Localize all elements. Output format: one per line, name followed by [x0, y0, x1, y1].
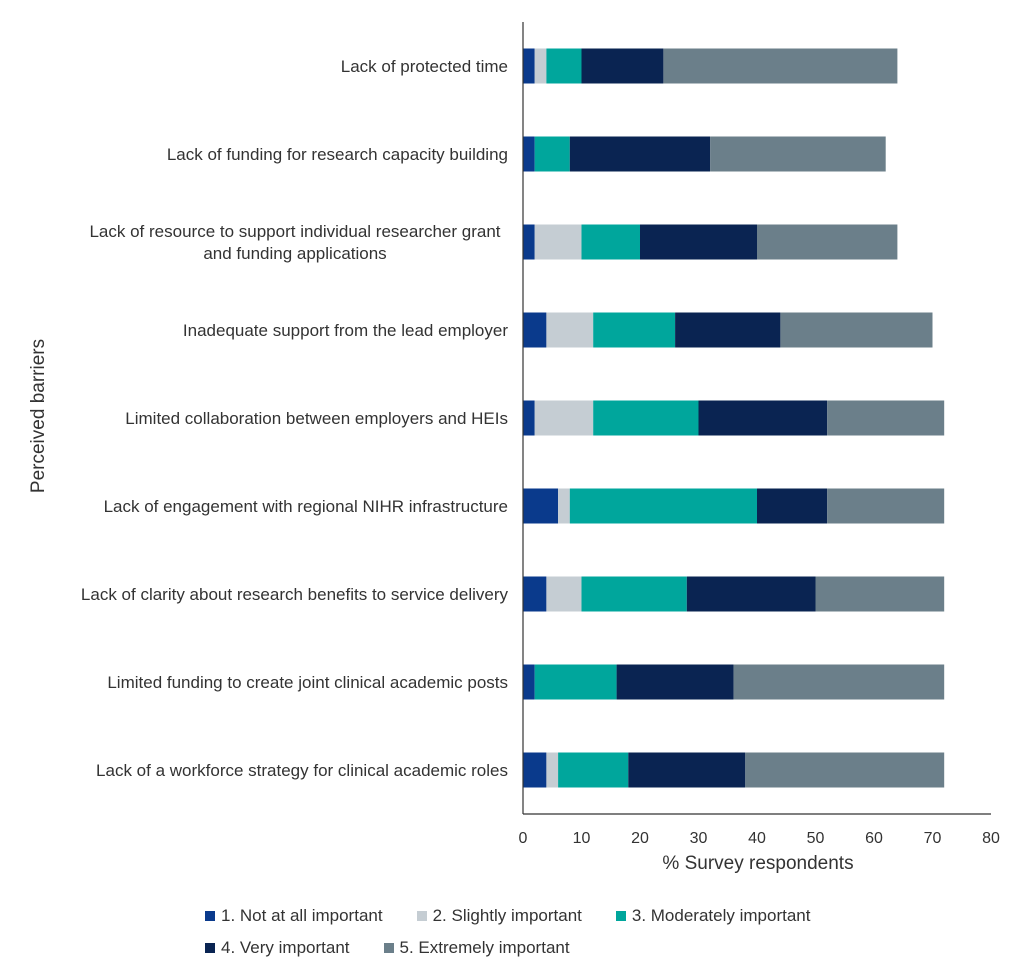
- bar-segment-5-series-4: [698, 400, 828, 436]
- legend-label-1: 1. Not at all important: [221, 906, 383, 925]
- bar-segment-3-series-3: [581, 224, 640, 260]
- x-tick-label-60: 60: [865, 830, 883, 847]
- bar-segment-5-series-5: [827, 400, 945, 436]
- x-tick-label-80: 80: [982, 830, 1000, 847]
- bar-segment-1-series-5: [663, 48, 898, 84]
- bar-segment-4-series-4: [675, 312, 781, 348]
- category-label-9: Lack of a workforce strategy for clinica…: [96, 761, 508, 780]
- bar-segment-4-series-2: [546, 312, 594, 348]
- bar-segment-3-series-1: [523, 224, 535, 260]
- bar-segment-9-series-4: [628, 752, 746, 788]
- bar-segment-1-series-1: [523, 48, 535, 84]
- bar-segment-7-series-3: [581, 576, 687, 612]
- bar-segment-1-series-4: [581, 48, 664, 84]
- legend-item-1: 1. Not at all important: [205, 906, 383, 926]
- bars-layer: [523, 48, 945, 788]
- bar-segment-8-series-4: [616, 664, 734, 700]
- bar-segment-5-series-1: [523, 400, 535, 436]
- x-tick-label-70: 70: [924, 830, 942, 847]
- bar-segment-8-series-5: [733, 664, 945, 700]
- x-axis-title: % Survey respondents: [662, 853, 853, 874]
- legend-item-5: 5. Extremely important: [383, 938, 570, 958]
- legend-item-2: 2. Slightly important: [416, 906, 582, 926]
- x-tick-labels: 0 10 20 30 40 50 60 70 80: [519, 830, 1000, 847]
- bar-segment-6-series-5: [827, 488, 945, 524]
- legend-item-4: 4. Very important: [205, 938, 350, 958]
- category-label-2: Lack of funding for research capacity bu…: [167, 145, 508, 164]
- legend-swatch-5: [383, 943, 394, 953]
- bar-segment-2-series-5: [710, 136, 886, 172]
- legend-row-1: 1. Not at all important 2. Slightly impor…: [205, 906, 844, 926]
- x-tick-label-20: 20: [631, 830, 649, 847]
- bar-segment-5-series-2: [534, 400, 594, 436]
- bar-segment-1-series-3: [546, 48, 582, 84]
- bar-segment-2-series-1: [523, 136, 535, 172]
- bar-segment-9-series-1: [523, 752, 547, 788]
- bar-segment-2-series-4: [569, 136, 711, 172]
- legend-swatch-3: [615, 911, 626, 921]
- category-label-7: Lack of clarity about research benefits …: [81, 585, 509, 604]
- category-label-4: Inadequate support from the lead employe…: [183, 321, 508, 340]
- category-label-5: Limited collaboration between employers …: [125, 409, 508, 428]
- bar-segment-2-series-3: [534, 136, 570, 172]
- bar-segment-4-series-5: [780, 312, 933, 348]
- legend-label-4: 4. Very important: [221, 938, 350, 957]
- category-label-1: Lack of protected time: [341, 57, 508, 76]
- bar-segment-9-series-2: [546, 752, 559, 788]
- category-label-6: Lack of engagement with regional NIHR in…: [104, 497, 508, 516]
- x-tick-label-10: 10: [573, 830, 591, 847]
- bar-segment-6-series-1: [523, 488, 559, 524]
- bar-segment-7-series-5: [815, 576, 945, 612]
- bar-segment-4-series-3: [593, 312, 676, 348]
- bar-segment-9-series-5: [745, 752, 945, 788]
- bar-segment-9-series-3: [558, 752, 629, 788]
- legend-swatch-4: [205, 943, 215, 953]
- x-tick-label-0: 0: [519, 830, 528, 847]
- x-tick-label-30: 30: [690, 830, 708, 847]
- legend-swatch-2: [416, 911, 427, 921]
- bar-segment-1-series-2: [534, 48, 547, 84]
- category-label-3: Lack of resource to support individual r…: [89, 222, 500, 263]
- y-axis-title: Perceived barriers: [28, 339, 49, 493]
- legend-item-3: 3. Moderately important: [615, 906, 811, 926]
- stacked-bar-chart: Lack of protected time Lack of funding fo…: [28, 22, 1000, 874]
- bar-segment-8-series-3: [534, 664, 617, 700]
- legend-label-3: 3. Moderately important: [631, 906, 811, 925]
- legend-row-2: 4. Very important 5. Extremely important: [205, 938, 604, 958]
- category-label-8: Limited funding to create joint clinical…: [107, 673, 508, 692]
- legend-label-5: 5. Extremely important: [399, 938, 570, 957]
- legend-label-2: 2. Slightly important: [432, 906, 582, 925]
- bar-segment-7-series-1: [523, 576, 547, 612]
- x-tick-label-50: 50: [807, 830, 825, 847]
- legend-swatch-1: [205, 911, 215, 921]
- bar-segment-6-series-4: [757, 488, 828, 524]
- category-labels: Lack of protected time Lack of funding fo…: [81, 57, 509, 780]
- bar-segment-6-series-3: [569, 488, 757, 524]
- x-tick-label-40: 40: [748, 830, 766, 847]
- bar-segment-7-series-4: [686, 576, 816, 612]
- bar-segment-7-series-2: [546, 576, 582, 612]
- bar-segment-3-series-5: [757, 224, 898, 260]
- bar-segment-3-series-4: [640, 224, 757, 260]
- bar-segment-8-series-1: [523, 664, 535, 700]
- bar-segment-5-series-3: [593, 400, 699, 436]
- bar-segment-3-series-2: [534, 224, 582, 260]
- bar-segment-4-series-1: [523, 312, 547, 348]
- bar-segment-6-series-2: [558, 488, 570, 524]
